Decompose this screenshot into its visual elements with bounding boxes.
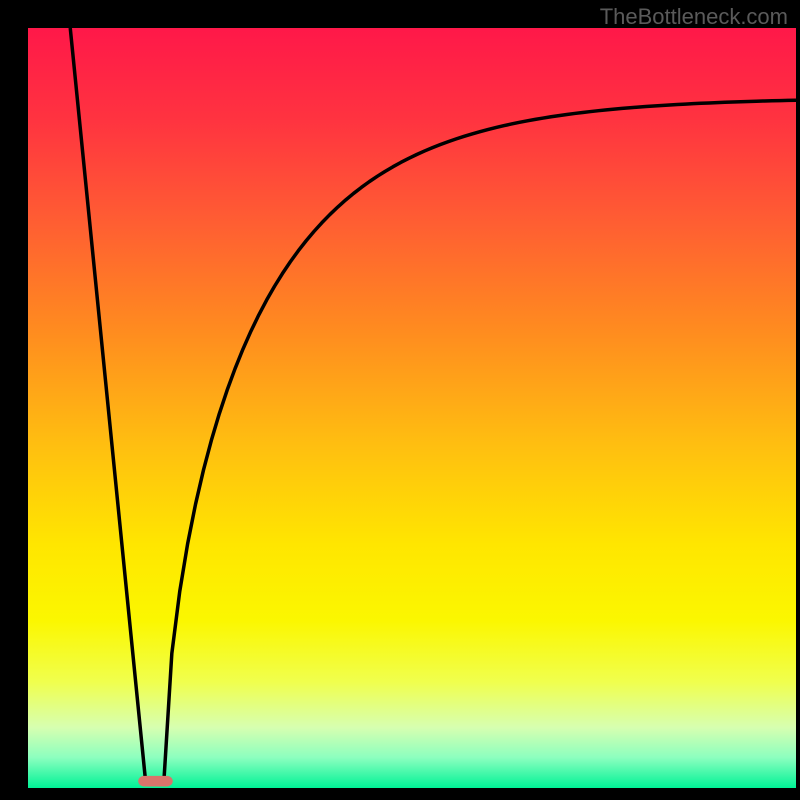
watermark-text: TheBottleneck.com [600, 4, 788, 30]
chart-container: TheBottleneck.com [0, 0, 800, 800]
frame-left [0, 0, 28, 800]
chart-background [28, 28, 796, 788]
bottleneck-marker [138, 776, 173, 787]
frame-right [796, 0, 800, 800]
frame-bottom [0, 788, 800, 800]
bottleneck-chart [0, 0, 800, 800]
